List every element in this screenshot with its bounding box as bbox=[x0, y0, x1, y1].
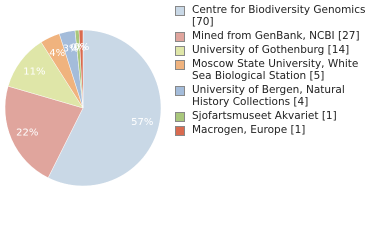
legend-swatch bbox=[175, 60, 185, 70]
legend-label: Centre for Biodiversity Genomics [70] bbox=[192, 4, 366, 28]
slice-label: 11% bbox=[23, 66, 45, 77]
pie-slice bbox=[4, 85, 84, 179]
pie-slice bbox=[78, 29, 84, 109]
legend-item: Centre for Biodiversity Genomics [70] bbox=[172, 4, 377, 28]
slice-label: 3% bbox=[63, 43, 79, 54]
legend-item: University of Bergen, Natural History Co… bbox=[172, 84, 377, 108]
legend-item: Sjofartsmuseet Akvariet [1] bbox=[172, 110, 377, 122]
legend-item: Moscow State University, White Sea Biolo… bbox=[172, 58, 377, 82]
legend-label: University of Gothenburg [14] bbox=[192, 44, 350, 56]
slice-label: 0% bbox=[73, 42, 89, 53]
slice-label: 57% bbox=[131, 117, 153, 128]
legend-label: Moscow State University, White Sea Biolo… bbox=[192, 58, 359, 82]
legend-item: University of Gothenburg [14] bbox=[172, 44, 377, 56]
pie-slice bbox=[47, 29, 162, 187]
legend-label: Mined from GenBank, NCBI [27] bbox=[192, 30, 360, 42]
legend: Centre for Biodiversity Genomics [70] Min… bbox=[172, 4, 377, 138]
slice-label: 0% bbox=[70, 42, 86, 53]
legend-label: Sjofartsmuseet Akvariet [1] bbox=[192, 110, 337, 122]
legend-swatch bbox=[175, 86, 185, 96]
legend-swatch bbox=[175, 112, 185, 122]
slice-label: 4% bbox=[49, 48, 65, 59]
legend-swatch bbox=[175, 126, 185, 136]
legend-label: University of Bergen, Natural History Co… bbox=[192, 84, 345, 108]
slice-label: 22% bbox=[16, 127, 38, 138]
legend-swatch bbox=[175, 32, 185, 42]
legend-label: Macrogen, Europe [1] bbox=[192, 124, 306, 136]
legend-swatch bbox=[175, 6, 185, 16]
legend-swatch bbox=[175, 46, 185, 56]
legend-item: Mined from GenBank, NCBI [27] bbox=[172, 30, 377, 42]
legend-item: Macrogen, Europe [1] bbox=[172, 124, 377, 136]
pie: 57%22%11%4%3%0%0% bbox=[4, 29, 162, 187]
